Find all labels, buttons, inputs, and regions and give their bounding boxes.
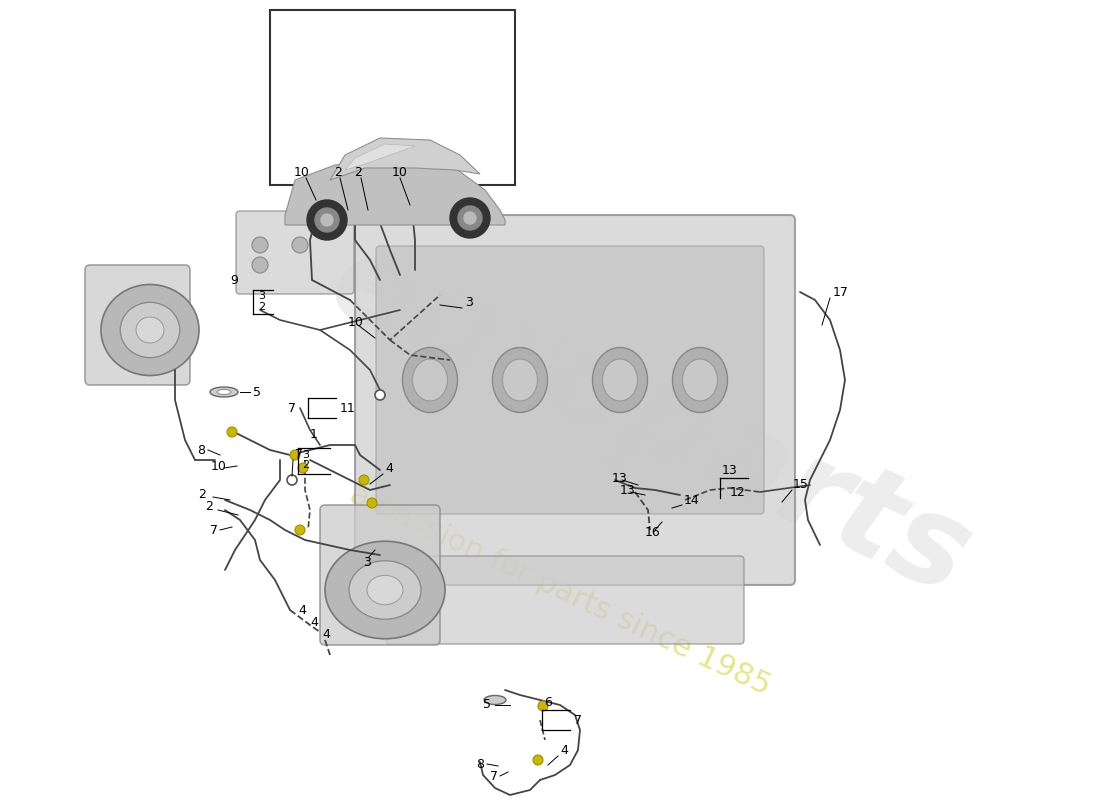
Ellipse shape bbox=[349, 561, 421, 619]
Text: 10: 10 bbox=[294, 166, 310, 179]
Text: 7: 7 bbox=[288, 402, 296, 414]
Ellipse shape bbox=[493, 347, 548, 413]
Text: 3: 3 bbox=[363, 555, 371, 569]
Ellipse shape bbox=[503, 359, 538, 401]
Text: 3: 3 bbox=[258, 291, 265, 301]
Circle shape bbox=[352, 211, 360, 219]
Ellipse shape bbox=[403, 347, 458, 413]
Circle shape bbox=[321, 214, 333, 226]
Text: 12: 12 bbox=[730, 486, 746, 499]
Ellipse shape bbox=[101, 285, 199, 375]
Ellipse shape bbox=[682, 359, 717, 401]
Text: 15: 15 bbox=[793, 478, 808, 490]
Ellipse shape bbox=[136, 317, 164, 343]
Ellipse shape bbox=[367, 575, 403, 605]
FancyBboxPatch shape bbox=[376, 246, 764, 514]
Text: 1: 1 bbox=[310, 428, 318, 441]
Circle shape bbox=[464, 212, 476, 224]
Text: 13: 13 bbox=[620, 483, 636, 497]
Circle shape bbox=[534, 755, 543, 765]
Text: 8: 8 bbox=[476, 758, 484, 770]
Text: 5: 5 bbox=[253, 386, 261, 398]
Circle shape bbox=[375, 390, 385, 400]
Text: 2: 2 bbox=[205, 501, 213, 514]
Text: 6: 6 bbox=[544, 697, 552, 710]
Polygon shape bbox=[285, 160, 505, 225]
Circle shape bbox=[458, 206, 482, 230]
Circle shape bbox=[292, 237, 308, 253]
Circle shape bbox=[315, 208, 339, 232]
Circle shape bbox=[307, 200, 346, 240]
Circle shape bbox=[252, 257, 268, 273]
Ellipse shape bbox=[593, 347, 648, 413]
Text: 2: 2 bbox=[334, 166, 342, 179]
Text: 10: 10 bbox=[211, 461, 227, 474]
Text: 7: 7 bbox=[490, 770, 498, 782]
Ellipse shape bbox=[484, 695, 506, 705]
Text: 2: 2 bbox=[258, 302, 265, 312]
Circle shape bbox=[359, 475, 369, 485]
Text: 3: 3 bbox=[465, 295, 473, 309]
Text: 13: 13 bbox=[612, 471, 628, 485]
Circle shape bbox=[367, 498, 377, 508]
FancyBboxPatch shape bbox=[386, 556, 744, 644]
Text: 4: 4 bbox=[298, 603, 306, 617]
Circle shape bbox=[227, 427, 236, 437]
Text: 3: 3 bbox=[302, 450, 309, 460]
Circle shape bbox=[372, 214, 379, 222]
Text: 13: 13 bbox=[722, 465, 738, 478]
Text: 2: 2 bbox=[198, 489, 206, 502]
Circle shape bbox=[290, 450, 300, 460]
Text: 14: 14 bbox=[684, 494, 700, 506]
Text: europarts: europarts bbox=[311, 219, 989, 621]
Text: 10: 10 bbox=[392, 166, 408, 179]
Polygon shape bbox=[345, 144, 415, 170]
Text: a passion for parts since 1985: a passion for parts since 1985 bbox=[345, 479, 776, 701]
Polygon shape bbox=[330, 138, 480, 180]
Text: 4: 4 bbox=[560, 743, 568, 757]
Ellipse shape bbox=[210, 387, 238, 397]
FancyBboxPatch shape bbox=[236, 211, 354, 294]
Circle shape bbox=[314, 206, 322, 214]
Text: 7: 7 bbox=[210, 523, 218, 537]
Ellipse shape bbox=[120, 302, 179, 358]
Text: 4: 4 bbox=[322, 629, 330, 642]
Circle shape bbox=[252, 237, 268, 253]
Circle shape bbox=[298, 463, 308, 473]
Text: 8: 8 bbox=[197, 443, 205, 457]
Text: 4: 4 bbox=[385, 462, 393, 475]
FancyBboxPatch shape bbox=[355, 215, 795, 585]
FancyBboxPatch shape bbox=[85, 265, 190, 385]
Circle shape bbox=[538, 701, 548, 711]
Text: 2: 2 bbox=[354, 166, 362, 179]
Ellipse shape bbox=[412, 359, 448, 401]
Text: 7: 7 bbox=[574, 714, 582, 726]
Text: 4: 4 bbox=[310, 615, 318, 629]
Text: 7: 7 bbox=[295, 449, 302, 462]
Text: 2: 2 bbox=[302, 460, 309, 470]
Text: 10: 10 bbox=[348, 315, 364, 329]
Text: 16: 16 bbox=[645, 526, 661, 539]
Ellipse shape bbox=[324, 542, 446, 638]
Ellipse shape bbox=[603, 359, 638, 401]
FancyBboxPatch shape bbox=[320, 505, 440, 645]
Circle shape bbox=[409, 208, 417, 216]
Bar bbox=[270, 10, 515, 185]
Text: 9: 9 bbox=[230, 274, 238, 287]
Circle shape bbox=[450, 198, 490, 238]
Circle shape bbox=[287, 475, 297, 485]
Ellipse shape bbox=[672, 347, 727, 413]
Text: 17: 17 bbox=[833, 286, 849, 298]
Text: 11: 11 bbox=[340, 402, 355, 414]
Ellipse shape bbox=[217, 390, 231, 394]
Text: 5: 5 bbox=[483, 698, 491, 711]
Circle shape bbox=[295, 525, 305, 535]
